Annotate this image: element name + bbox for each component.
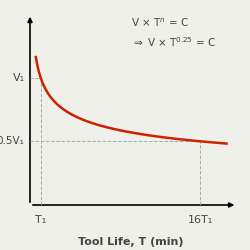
Text: V₁: V₁	[12, 72, 25, 83]
Text: 0.5V₁: 0.5V₁	[0, 136, 25, 146]
Text: Tool Life, T (min): Tool Life, T (min)	[78, 237, 184, 247]
Text: T₁: T₁	[35, 215, 46, 225]
Text: $\Rightarrow$ V $\times$ T$^{0.25}$ = C: $\Rightarrow$ V $\times$ T$^{0.25}$ = C	[131, 36, 216, 49]
Text: V $\times$ T$^n$ = C: V $\times$ T$^n$ = C	[131, 16, 189, 29]
Text: 16T₁: 16T₁	[188, 215, 212, 225]
